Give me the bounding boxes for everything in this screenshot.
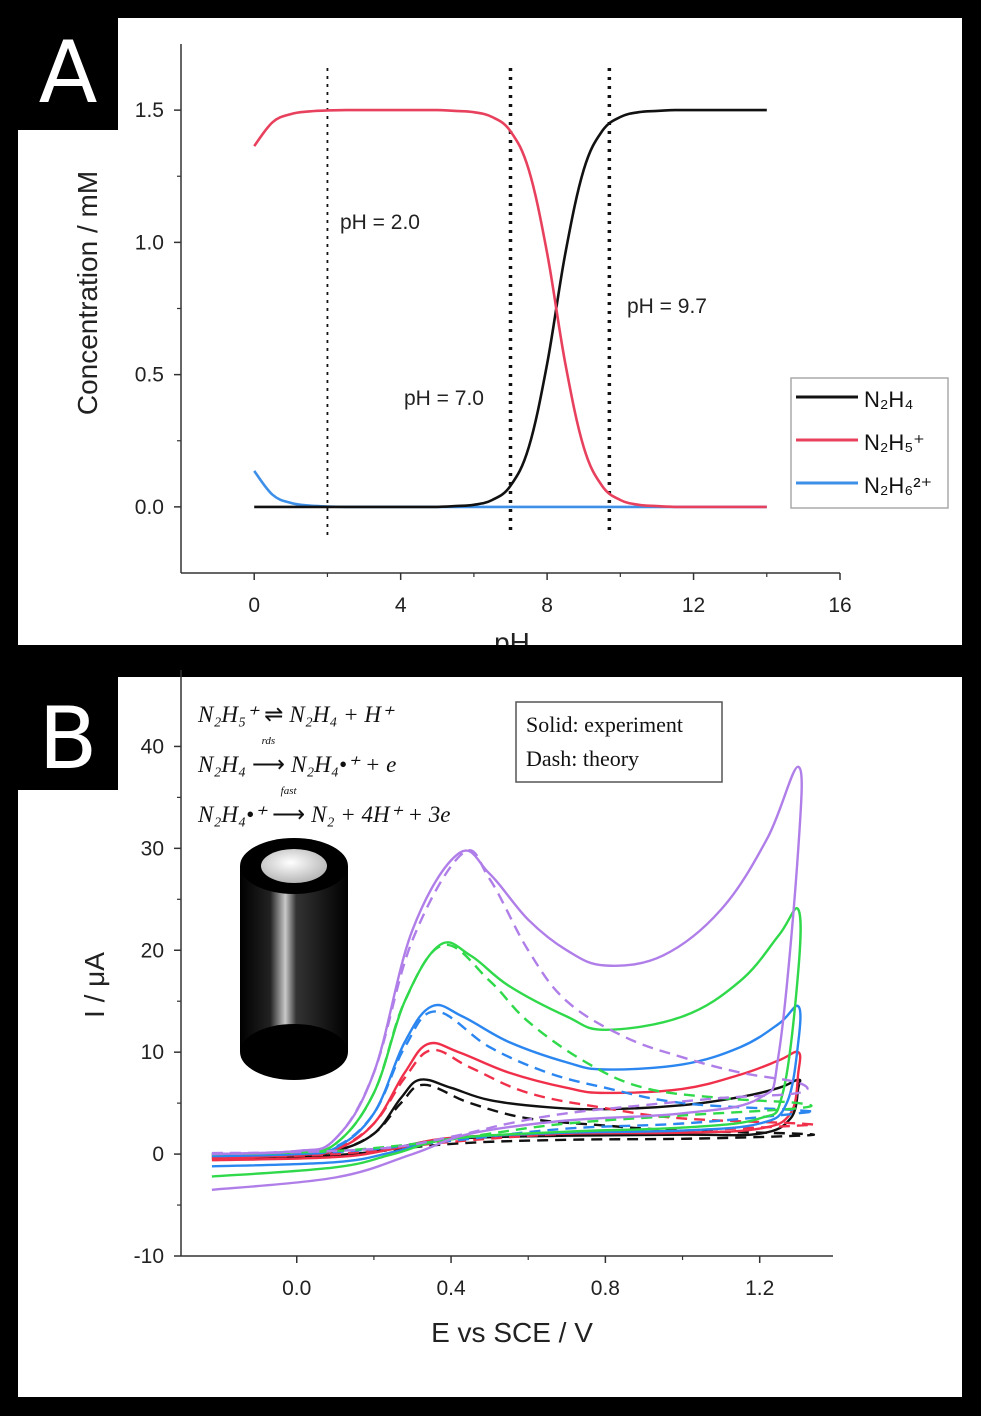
legend-a-box (790, 377, 949, 509)
legend-label-n2h5: N₂H₅⁺ (864, 430, 925, 455)
cv-curve-solid-8 (211, 765, 803, 1191)
y-tick-label: 0 (152, 1143, 164, 1166)
legend-b: Solid: experiment Dash: theory (515, 701, 723, 783)
cv-curve-dashed-9 (211, 849, 809, 1156)
x-tick-label: 0.0 (282, 1277, 311, 1300)
x-tick-label: 0.8 (591, 1277, 620, 1300)
x-tick-label: 0 (248, 594, 260, 617)
cv-curve-dashed-1 (211, 1083, 816, 1159)
legend-b-box (515, 701, 723, 783)
y-tick-label: 20 (141, 939, 164, 962)
x-tick-label: 12 (682, 594, 705, 617)
y-tick-label: -10 (134, 1245, 164, 1268)
x-tick-label: 4 (395, 594, 407, 617)
x-tick-label: 1.2 (745, 1277, 774, 1300)
y-axis-label-a: Concentration / mM (72, 171, 103, 415)
panel-divider (0, 645, 981, 677)
y-tick-label: 0.5 (135, 364, 164, 387)
equation-3: N₂H₄•⁺ ⟶ N₂ + 4H⁺ + 3e (197, 802, 450, 827)
cv-curve-dashed-5 (211, 1010, 816, 1156)
equation-2-left: N₂H₄ (197, 752, 246, 777)
annotation-ph-9-7: pH = 9.7 (627, 295, 707, 318)
y-axis-label-b: I / μA (79, 952, 110, 1018)
equation-2-right: N₂H₄•⁺ + e (290, 752, 396, 777)
y-tick-label: 40 (141, 735, 164, 758)
panel-b-label: B (39, 689, 98, 789)
legend-dash-label: Dash: theory (526, 746, 639, 771)
panel-a-background (18, 18, 962, 645)
cv-curve-dashed-7 (211, 943, 813, 1156)
legend-label-n2h4: N₂H₄ (864, 387, 913, 412)
y-tick-label: 10 (141, 1041, 164, 1064)
panel-b-chart: 0.0 0.4 0.8 1.2 -10 0 10 20 30 40 (134, 670, 833, 1300)
equation-1-left: N₂H₅⁺ (197, 702, 260, 727)
series-line-n2h5 (253, 108, 767, 509)
equation-2: N₂H₄ ⟶ N₂H₄•⁺ + e (197, 752, 396, 777)
y-tick-label: 30 (141, 837, 164, 860)
panel-a-label: A (39, 23, 98, 123)
electrode-cylinder-icon (240, 838, 348, 1080)
reaction-equations: N₂H₅⁺ ⇌ N₂H₄ + H⁺ rds N₂H₄ ⟶ N₂H₄•⁺ + e fast… (197, 702, 450, 827)
equation-1: N₂H₅⁺ ⇌ N₂H₄ + H⁺ (197, 702, 395, 727)
x-tick-label: 16 (828, 594, 851, 617)
legend-solid-label: Solid: experiment (526, 712, 683, 737)
legend-a: N₂H₄ N₂H₅⁺ N₂H₆²⁺ (790, 377, 949, 509)
x-tick-label: 8 (541, 594, 553, 617)
panel-a-chart: 0 4 8 12 16 0.0 0.5 1.0 1.5 (135, 44, 852, 617)
series-line-n2h4 (254, 108, 767, 509)
equation-3-right: N₂ + 4H⁺ + 3e (310, 802, 450, 827)
panel-b-background (18, 677, 962, 1397)
equation-3-arrow: ⟶ (272, 802, 305, 827)
legend-label-n2h6: N₂H₆²⁺ (864, 473, 932, 498)
panel-b-label-box (0, 660, 118, 790)
equation-3-left: N₂H₄•⁺ (197, 802, 268, 827)
equation-2-arrow-label: rds (262, 735, 276, 747)
panel-a-label-box (0, 0, 118, 130)
x-axis-label-b: E vs SCE / V (431, 1317, 593, 1348)
equation-1-right: N₂H₄ + H⁺ (288, 702, 395, 727)
y-tick-label: 1.5 (135, 99, 164, 122)
equation-3-arrow-label: fast (281, 785, 298, 797)
y-tick-label: 1.0 (135, 231, 164, 254)
equation-1-arrow: ⇌ (264, 702, 283, 727)
equation-2-arrow: ⟶ (252, 752, 285, 777)
x-tick-label: 0.4 (436, 1277, 466, 1300)
annotation-ph-7: pH = 7.0 (404, 387, 484, 410)
annotation-ph-2: pH = 2.0 (340, 211, 420, 234)
y-tick-label: 0.0 (135, 496, 164, 519)
